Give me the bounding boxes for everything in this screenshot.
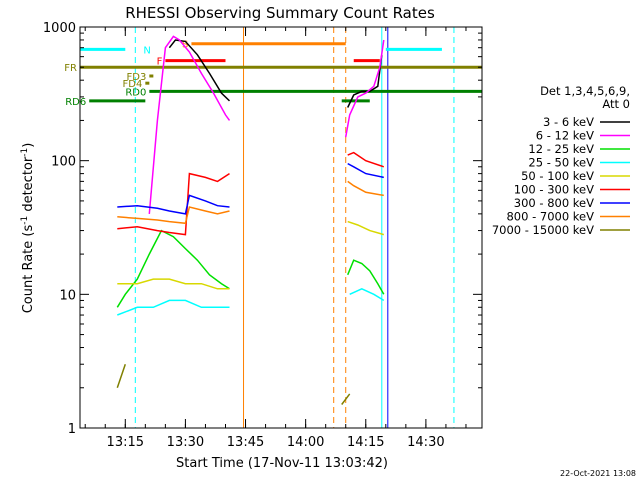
y-tick-label: 10 [59, 288, 76, 303]
flag-label: RD0 [125, 87, 146, 98]
flag-label: FD4 [123, 79, 143, 90]
x-axis: 13:15 13:30 13:45 14:00 14:15 14:30 [84, 27, 467, 450]
series-line [347, 54, 383, 108]
legend-entry-label: 100 - 300 keV [514, 183, 594, 197]
series-line [117, 278, 230, 290]
series-line [349, 287, 385, 302]
x-tick-label: 13:15 [107, 435, 144, 450]
series-line [117, 299, 230, 316]
series-line [148, 35, 231, 214]
flag-label: S [182, 40, 188, 51]
legend-header: Att 0 [602, 97, 630, 111]
series-line [116, 363, 127, 389]
series-line [117, 206, 230, 225]
series-line [117, 172, 230, 236]
chart-title: RHESSI Observing Summary Count Rates [125, 4, 435, 22]
legend-entry-label: 800 - 7000 keV [506, 210, 594, 224]
legend-entry-label: 12 - 25 keV [528, 142, 594, 156]
series-line [344, 39, 385, 138]
legend-entry-label: 7000 - 15000 keV [492, 223, 594, 237]
series-line [116, 229, 230, 308]
legend-entry-label: 300 - 800 keV [514, 196, 594, 210]
y-tick-label: 1000 [43, 21, 76, 36]
timestamp: 22-Oct-2021 13:08 [560, 469, 636, 478]
series-line [347, 259, 385, 295]
series-line [117, 194, 230, 215]
flag-label: FD3 [127, 72, 147, 83]
y-tick-label: 1 [68, 422, 76, 437]
x-axis-title: Start Time (17-Nov-11 13:03:42) [176, 456, 388, 471]
series-line [347, 151, 385, 168]
y-axis-title: Count Rate (s-1 detector-1) [20, 143, 36, 314]
legend-header: Det 1,3,4,5,6,9, [540, 84, 630, 98]
x-tick-label: 13:30 [167, 435, 204, 450]
legend-entry-label: 3 - 6 keV [543, 115, 594, 129]
flag-label: F [157, 57, 163, 68]
flag-label: N [143, 45, 150, 56]
flag-label: RD6 [65, 97, 86, 108]
flag-label: FR [64, 63, 77, 74]
y-axis: 1 10 100 1000 [43, 21, 482, 437]
series-line [341, 393, 351, 405]
plot-frame [79, 26, 483, 429]
series-line [347, 220, 385, 236]
legend-entry-label: 6 - 12 keV [536, 129, 594, 143]
legend-entry-label: 25 - 50 keV [528, 156, 594, 170]
x-tick-label: 14:30 [407, 435, 444, 450]
x-tick-label: 14:15 [347, 435, 384, 450]
y-tick-label: 100 [51, 155, 76, 170]
legend-entry-label: 50 - 100 keV [521, 169, 594, 183]
series-line [347, 162, 384, 179]
x-tick-label: 14:00 [287, 435, 324, 450]
series-line [347, 180, 384, 197]
series-line [168, 39, 231, 102]
x-tick-label: 13:45 [227, 435, 264, 450]
